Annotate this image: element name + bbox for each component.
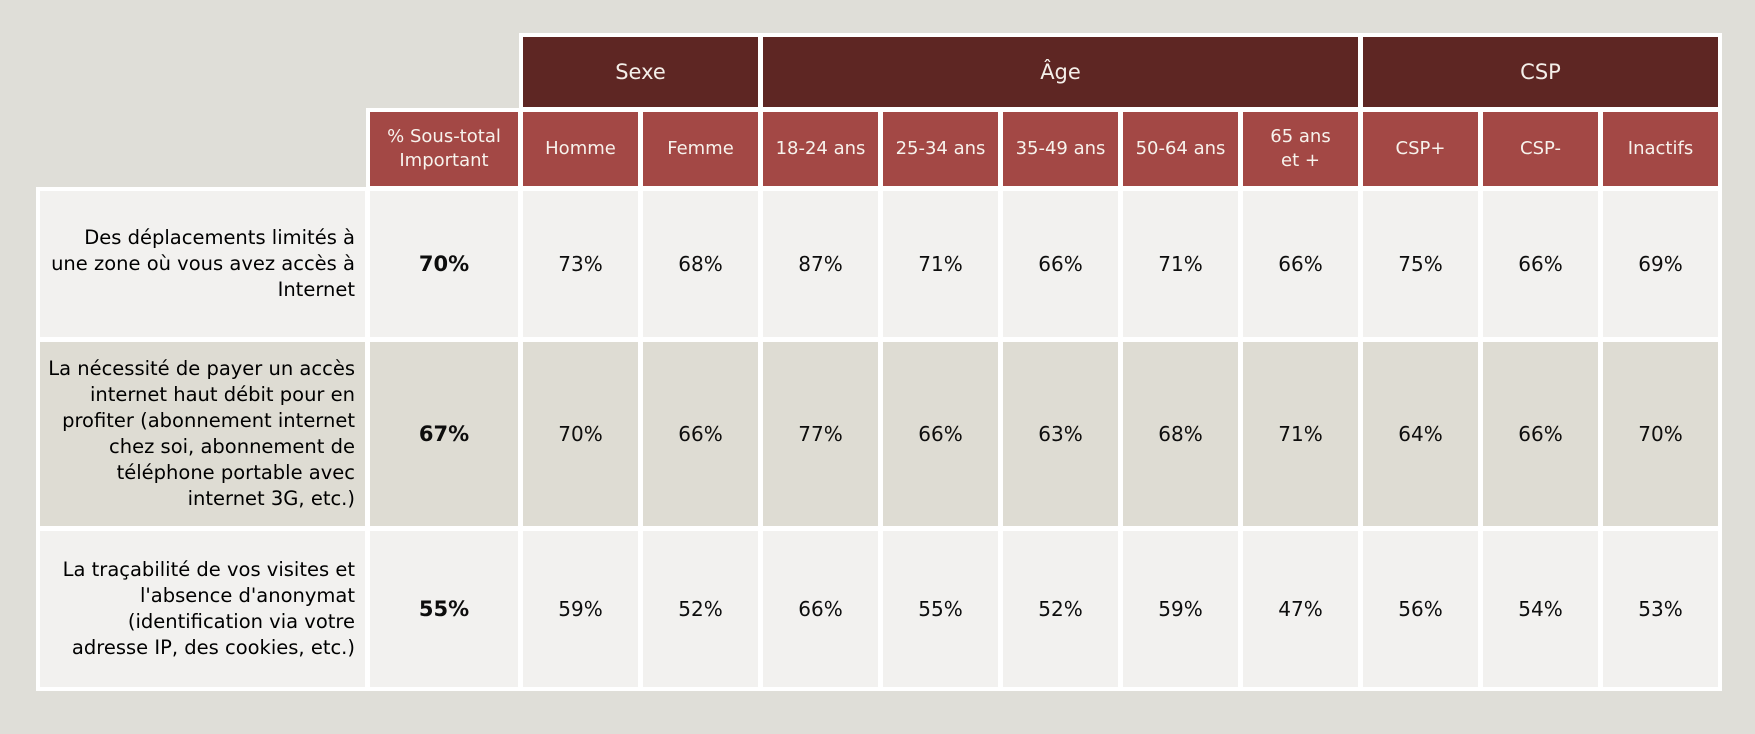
subtotal-value: 70% bbox=[370, 191, 518, 337]
value-cell: 66% bbox=[1483, 191, 1598, 337]
value-cell: 52% bbox=[1003, 531, 1118, 687]
value-cell: 73% bbox=[523, 191, 638, 337]
value-cell: 68% bbox=[643, 191, 758, 337]
column-header: Homme bbox=[523, 112, 638, 186]
group-header-age: Âge bbox=[763, 37, 1358, 107]
column-header: Inactifs bbox=[1603, 112, 1718, 186]
value-cell: 70% bbox=[1603, 342, 1718, 526]
value-cell: 66% bbox=[643, 342, 758, 526]
value-cell: 66% bbox=[1003, 191, 1118, 337]
value-cell: 66% bbox=[1243, 191, 1358, 337]
value-cell: 77% bbox=[763, 342, 878, 526]
subtotal-column-header: % Sous-total Important bbox=[370, 112, 518, 186]
value-cell: 52% bbox=[643, 531, 758, 687]
value-cell: 55% bbox=[883, 531, 998, 687]
column-header: CSP+ bbox=[1363, 112, 1478, 186]
group-header-csp: CSP bbox=[1363, 37, 1718, 107]
group-row-spacer bbox=[40, 37, 518, 107]
value-cell: 66% bbox=[883, 342, 998, 526]
value-cell: 71% bbox=[883, 191, 998, 337]
column-header: 35-49 ans bbox=[1003, 112, 1118, 186]
column-header: CSP- bbox=[1483, 112, 1598, 186]
value-cell: 66% bbox=[1483, 342, 1598, 526]
value-cell: 71% bbox=[1123, 191, 1238, 337]
value-cell: 54% bbox=[1483, 531, 1598, 687]
column-header: Femme bbox=[643, 112, 758, 186]
row-label: La nécessité de payer un accès internet … bbox=[40, 342, 365, 526]
value-cell: 71% bbox=[1243, 342, 1358, 526]
value-cell: 64% bbox=[1363, 342, 1478, 526]
value-cell: 63% bbox=[1003, 342, 1118, 526]
group-header-sexe: Sexe bbox=[523, 37, 758, 107]
value-cell: 59% bbox=[523, 531, 638, 687]
value-cell: 66% bbox=[763, 531, 878, 687]
column-header: 50-64 ans bbox=[1123, 112, 1238, 186]
column-header: 65 ans et + bbox=[1243, 112, 1358, 186]
value-cell: 75% bbox=[1363, 191, 1478, 337]
subtotal-value: 67% bbox=[370, 342, 518, 526]
subtotal-value: 55% bbox=[370, 531, 518, 687]
value-cell: 47% bbox=[1243, 531, 1358, 687]
value-cell: 59% bbox=[1123, 531, 1238, 687]
column-header: 18-24 ans bbox=[763, 112, 878, 186]
value-cell: 70% bbox=[523, 342, 638, 526]
value-cell: 68% bbox=[1123, 342, 1238, 526]
value-cell: 69% bbox=[1603, 191, 1718, 337]
column-header: 25-34 ans bbox=[883, 112, 998, 186]
column-row-spacer bbox=[40, 112, 365, 186]
value-cell: 87% bbox=[763, 191, 878, 337]
row-label: La traçabilité de vos visites et l'absen… bbox=[40, 531, 365, 687]
value-cell: 56% bbox=[1363, 531, 1478, 687]
row-label: Des déplacements limités à une zone où v… bbox=[40, 191, 365, 337]
value-cell: 53% bbox=[1603, 531, 1718, 687]
survey-crosstab-table: Sexe Âge CSP % Sous-total Important Homme Fem… bbox=[40, 37, 1718, 687]
